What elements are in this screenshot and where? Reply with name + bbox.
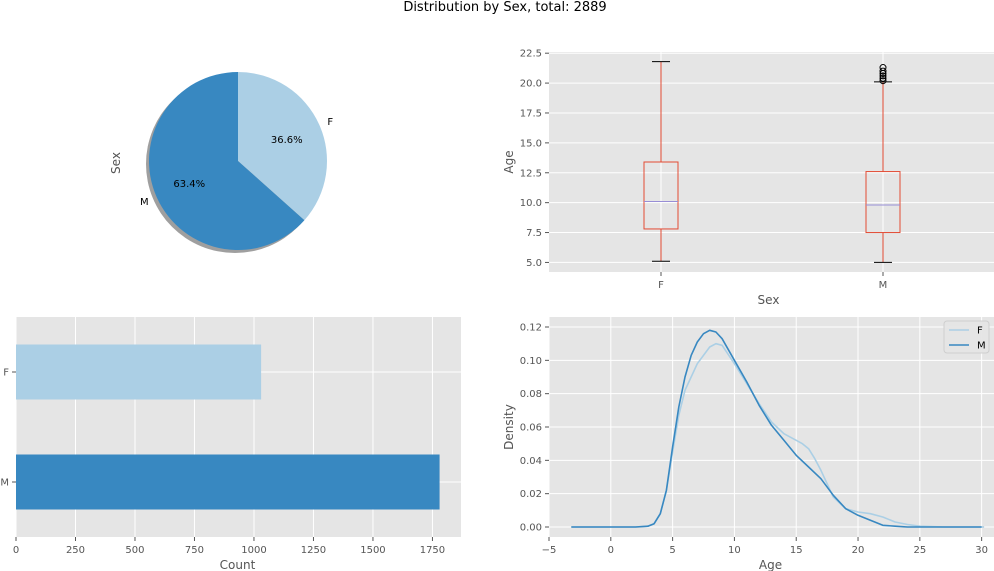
box-flier-m xyxy=(879,72,887,80)
density-legend: FM xyxy=(943,320,990,354)
bar-xtick-label: 250 xyxy=(66,545,85,556)
box-flier-m xyxy=(879,74,887,82)
density-line-m xyxy=(571,329,982,528)
density-xtick-label: 25 xyxy=(913,545,926,556)
density-xtick-label: 5 xyxy=(669,545,675,556)
box-plot: 5.0 7.5 10.0 12.5 15.0 17.5 20.0 22.5 F M Sex Age xyxy=(502,49,994,307)
density-ytick-label: 0.04 xyxy=(520,456,542,467)
box-ytick-label: 20.0 xyxy=(520,79,542,90)
box-flier-m xyxy=(879,77,887,85)
density-xtick-label: 30 xyxy=(975,545,988,556)
density-xtick-label: 0 xyxy=(608,545,614,556)
bar-xlabel: Count xyxy=(220,558,256,571)
bar-xtick-label: 1750 xyxy=(420,545,445,556)
count-bar-chart: 0 250 500 750 1000 1250 1500 1750 M F Count xyxy=(0,317,461,571)
box-xtick-label: F xyxy=(658,280,664,291)
density-ytick-label: 0.06 xyxy=(520,423,542,434)
density-xtick-label: −5 xyxy=(542,545,557,556)
bar-xtick-label: 1500 xyxy=(360,545,385,556)
bar-xtick-label: 1250 xyxy=(301,545,326,556)
legend-label-m: M xyxy=(977,341,986,352)
density-plot: −5 0 5 10 15 20 25 30 0.00 0.02 0.04 0.06 0.08 0.10 0.… xyxy=(502,317,994,571)
density-ytick-label: 0.12 xyxy=(520,323,542,334)
pie-chart: F 36.6% M 63.4% Sex xyxy=(109,72,333,253)
box-ytick-label: 7.5 xyxy=(526,228,542,239)
density-ytick-label: 0.10 xyxy=(520,356,542,367)
box-ylabel: Age xyxy=(502,150,516,173)
pie-slice-m xyxy=(149,72,305,250)
pie-pct-m: 63.4% xyxy=(173,179,205,190)
density-ytick-label: 0.08 xyxy=(520,389,542,400)
box-ytick-label: 10.0 xyxy=(520,198,542,209)
bar-ytick-label: M xyxy=(0,478,9,489)
density-xtick-label: 20 xyxy=(852,545,865,556)
pie-ylabel: Sex xyxy=(109,152,123,174)
density-xtick-label: 15 xyxy=(790,545,803,556)
pie-label-f: F xyxy=(327,117,333,128)
bar-m xyxy=(16,454,440,510)
box-body-f xyxy=(643,161,679,230)
bar-f xyxy=(16,344,262,400)
box-ytick-label: 22.5 xyxy=(520,49,542,60)
box-panel xyxy=(549,52,994,272)
box-ytick-label: 17.5 xyxy=(520,108,542,119)
density-xtick-label: 10 xyxy=(728,545,741,556)
pie-slice-f xyxy=(238,72,328,221)
box-body-m xyxy=(865,171,901,234)
box-ytick-label: 15.0 xyxy=(520,138,542,149)
bar-xtick-label: 500 xyxy=(125,545,144,556)
box-ytick-label: 5.0 xyxy=(526,258,542,269)
box-flier-m xyxy=(879,64,887,72)
bar-xtick-label: 0 xyxy=(13,545,19,556)
bar-ytick-label: F xyxy=(3,368,9,379)
density-xlabel: Age xyxy=(759,558,782,571)
bar-xtick-label: 1000 xyxy=(241,545,266,556)
pie-label-m: M xyxy=(140,197,149,208)
pie-pct-f: 36.6% xyxy=(271,135,303,146)
box-flier-m xyxy=(879,67,887,75)
density-ylabel: Density xyxy=(502,404,516,450)
bar-xtick-label: 750 xyxy=(185,545,204,556)
box-ytick-label: 12.5 xyxy=(520,168,542,179)
box-xtick-label: M xyxy=(879,280,888,291)
box-xlabel: Sex xyxy=(758,293,780,307)
density-ytick-label: 0.02 xyxy=(520,489,542,500)
density-ytick-label: 0.00 xyxy=(520,523,542,534)
legend-label-f: F xyxy=(977,326,983,337)
figure-title: Distribution by Sex, total: 2889 xyxy=(403,0,606,15)
